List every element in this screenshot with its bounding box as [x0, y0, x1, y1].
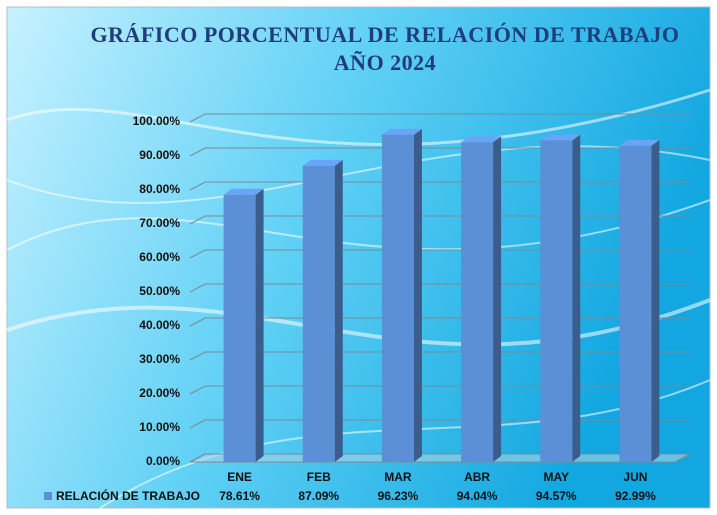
bar-side	[651, 140, 659, 462]
data-table-value: 94.57%	[536, 489, 577, 503]
chart-title: GRÁFICO PORCENTUAL DE RELACIÓN DE TRABAJ…	[90, 22, 679, 47]
x-tick-label: MAR	[384, 470, 412, 484]
bar	[224, 195, 256, 462]
bar	[303, 166, 335, 462]
y-tick-label: 90.00%	[139, 148, 180, 162]
bar-side	[493, 136, 501, 462]
bar-side	[572, 134, 580, 462]
bar	[382, 135, 414, 462]
bar	[540, 140, 572, 462]
x-tick-label: MAY	[543, 470, 569, 484]
chart: GRÁFICO PORCENTUAL DE RELACIÓN DE TRABAJ…	[0, 0, 717, 515]
y-tick-label: 10.00%	[139, 420, 180, 434]
chart-subtitle: AÑO 2024	[334, 50, 436, 75]
y-tick-label: 30.00%	[139, 352, 180, 366]
legend-label: RELACIÓN DE TRABAJO	[56, 488, 200, 503]
bar-side	[414, 129, 422, 462]
bar-side	[335, 160, 343, 462]
data-table-value: 92.99%	[615, 489, 656, 503]
legend-swatch	[44, 492, 52, 500]
x-tick-label: ENE	[227, 470, 252, 484]
y-tick-label: 20.00%	[139, 386, 180, 400]
bar	[619, 146, 651, 462]
y-tick-label: 70.00%	[139, 216, 180, 230]
y-tick-label: 40.00%	[139, 318, 180, 332]
y-tick-label: 100.00%	[133, 114, 181, 128]
data-table-value: 87.09%	[298, 489, 339, 503]
x-tick-label: JUN	[623, 470, 647, 484]
y-tick-label: 0.00%	[146, 454, 180, 468]
data-table-value: 94.04%	[457, 489, 498, 503]
bar-side	[256, 189, 264, 462]
y-tick-label: 60.00%	[139, 250, 180, 264]
floor	[190, 454, 690, 462]
y-tick-label: 50.00%	[139, 284, 180, 298]
x-tick-label: ABR	[464, 470, 490, 484]
bar	[461, 142, 493, 462]
y-tick-label: 80.00%	[139, 182, 180, 196]
data-table-value: 96.23%	[378, 489, 419, 503]
data-table-value: 78.61%	[219, 489, 260, 503]
x-tick-label: FEB	[307, 470, 331, 484]
